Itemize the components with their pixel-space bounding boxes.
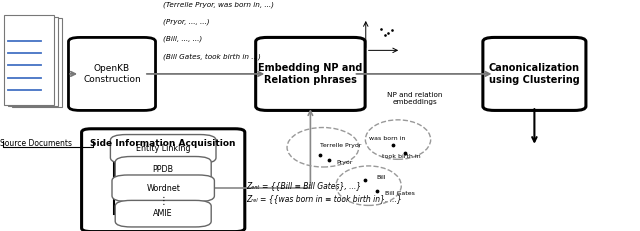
Text: Pryor: Pryor bbox=[336, 160, 353, 165]
FancyBboxPatch shape bbox=[4, 15, 54, 105]
FancyBboxPatch shape bbox=[115, 200, 211, 227]
FancyBboxPatch shape bbox=[255, 37, 365, 110]
FancyBboxPatch shape bbox=[82, 129, 245, 231]
Text: PPDB: PPDB bbox=[152, 165, 174, 174]
FancyBboxPatch shape bbox=[112, 175, 214, 201]
Text: Zₑₙₜ = {{Bill ≡ Bill Gates}, ...}: Zₑₙₜ = {{Bill ≡ Bill Gates}, ...} bbox=[246, 182, 362, 190]
Text: OpenKB
Construction: OpenKB Construction bbox=[83, 64, 141, 84]
Text: (Bill, ..., ...): (Bill, ..., ...) bbox=[163, 36, 202, 42]
Text: ⋮: ⋮ bbox=[158, 196, 168, 206]
Text: Side Information Acquisition: Side Information Acquisition bbox=[90, 139, 236, 148]
Text: AMIE: AMIE bbox=[154, 209, 173, 218]
Text: Wordnet: Wordnet bbox=[147, 184, 180, 193]
Text: Canonicalization
using Clustering: Canonicalization using Clustering bbox=[489, 63, 580, 85]
Text: took birth in: took birth in bbox=[381, 154, 420, 158]
Text: (Pryor, ..., ...): (Pryor, ..., ...) bbox=[163, 18, 210, 25]
Text: was born in: was born in bbox=[369, 136, 405, 141]
Text: Source Documents: Source Documents bbox=[0, 139, 72, 148]
Text: Embedding NP and
Relation phrases: Embedding NP and Relation phrases bbox=[258, 63, 363, 85]
Text: Zᵣₑₗ = {{was born in ≡ took birth in}, ...}: Zᵣₑₗ = {{was born in ≡ took birth in}, .… bbox=[246, 195, 402, 204]
Text: Bill Gates: Bill Gates bbox=[385, 191, 415, 196]
Text: (Terrelle Pryor, was born in, ...): (Terrelle Pryor, was born in, ...) bbox=[163, 1, 274, 8]
Text: (Bill Gates, took birth in ...): (Bill Gates, took birth in ...) bbox=[163, 53, 261, 60]
FancyBboxPatch shape bbox=[111, 134, 216, 164]
FancyBboxPatch shape bbox=[12, 18, 62, 107]
FancyBboxPatch shape bbox=[483, 37, 586, 110]
Text: Entity Linking: Entity Linking bbox=[136, 145, 191, 153]
Text: Terrelle Pryor: Terrelle Pryor bbox=[319, 143, 361, 148]
FancyBboxPatch shape bbox=[8, 17, 58, 106]
FancyBboxPatch shape bbox=[115, 157, 211, 183]
FancyBboxPatch shape bbox=[68, 37, 156, 110]
Text: NP and relation
embeddings: NP and relation embeddings bbox=[387, 92, 442, 105]
Text: Bill: Bill bbox=[377, 176, 387, 180]
